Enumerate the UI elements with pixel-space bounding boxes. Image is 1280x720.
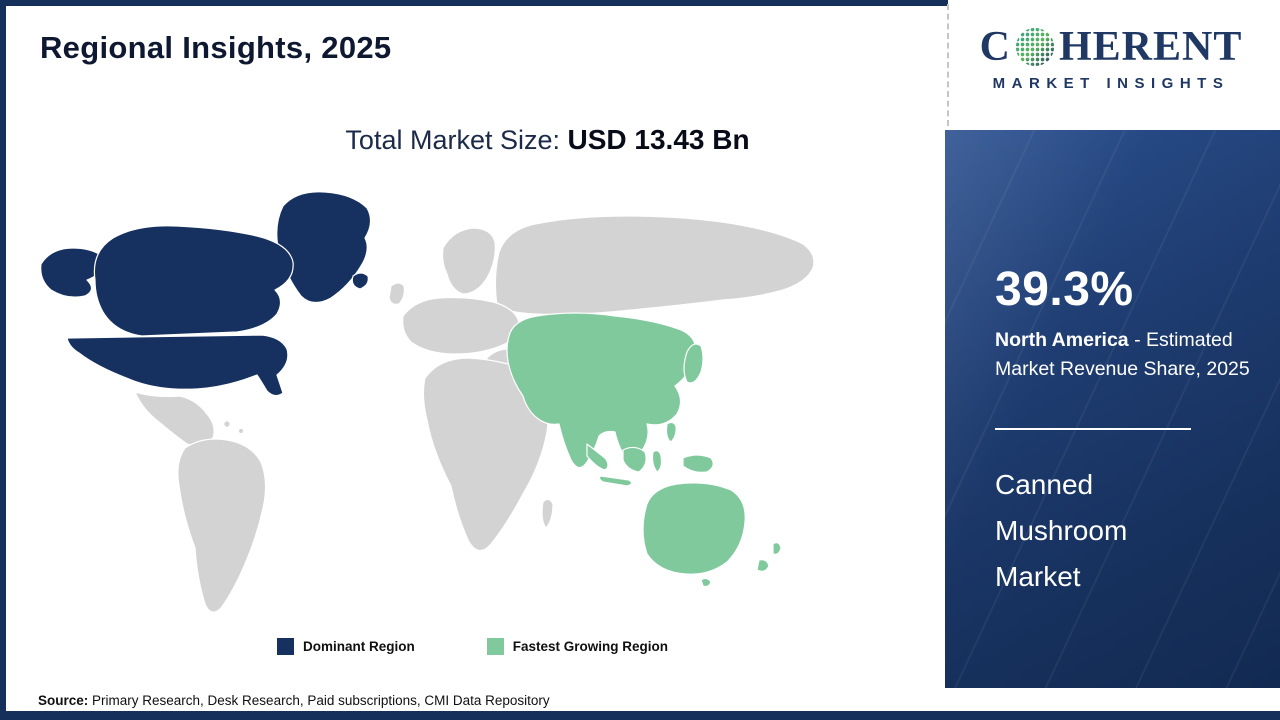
region-usa bbox=[66, 334, 289, 397]
region-madagascar bbox=[541, 498, 554, 529]
region-caribbean-2 bbox=[237, 427, 245, 435]
source-text: Primary Research, Desk Research, Paid su… bbox=[88, 693, 550, 708]
region-scandinavia bbox=[441, 227, 496, 295]
region-alaska bbox=[40, 247, 108, 298]
market-size-subtitle: Total Market Size: USD 13.43 Bn bbox=[75, 124, 1020, 156]
region-new-zealand-south bbox=[756, 559, 770, 572]
legend-item-dominant: Dominant Region bbox=[276, 638, 415, 655]
region-sulawesi bbox=[651, 450, 663, 473]
region-java bbox=[598, 475, 633, 487]
world-map bbox=[40, 191, 815, 613]
map-legend: Dominant Region Fastest Growing Region bbox=[0, 638, 945, 655]
region-canada bbox=[93, 225, 294, 337]
globe-icon bbox=[1015, 27, 1055, 67]
legend-swatch-fastest-growing bbox=[486, 638, 504, 655]
border-top bbox=[0, 0, 948, 6]
share-description-text: - Estimated Market Revenue Share, 2025 bbox=[995, 329, 1250, 380]
header-divider bbox=[947, 4, 949, 126]
region-new-zealand-north bbox=[772, 542, 782, 555]
region-russia bbox=[494, 215, 815, 316]
market-share-description: North America - Estimated Market Revenue… bbox=[995, 326, 1267, 384]
page-title: Regional Insights, 2025 bbox=[40, 30, 392, 65]
market-share-value: 39.3% bbox=[995, 263, 1134, 316]
region-central-america bbox=[134, 391, 215, 446]
market-size-label: Total Market Size: bbox=[345, 125, 568, 155]
region-sumatra bbox=[586, 443, 609, 471]
border-bottom bbox=[0, 711, 1280, 720]
market-name: Canned Mushroom Market bbox=[995, 469, 1128, 592]
region-uk bbox=[388, 282, 406, 305]
region-caribbean-1 bbox=[223, 420, 231, 428]
world-map-container bbox=[35, 186, 825, 626]
legend-item-fastest-growing: Fastest Growing Region bbox=[486, 638, 668, 655]
region-borneo bbox=[622, 446, 647, 473]
legend-label-fastest-growing: Fastest Growing Region bbox=[512, 639, 668, 654]
source-note: Source: Primary Research, Desk Research,… bbox=[38, 693, 550, 708]
region-japan bbox=[683, 343, 704, 384]
legend-label-dominant: Dominant Region bbox=[302, 639, 415, 654]
legend-swatch-dominant bbox=[276, 638, 294, 655]
region-south-america bbox=[177, 438, 267, 613]
region-australia bbox=[642, 482, 746, 575]
logo-letter-c: C bbox=[979, 24, 1011, 70]
border-left bbox=[0, 0, 6, 720]
source-label: Source: bbox=[38, 693, 89, 708]
region-name: North America bbox=[995, 329, 1129, 351]
region-philippines bbox=[665, 421, 677, 443]
region-new-guinea bbox=[682, 454, 714, 473]
divider-rule bbox=[995, 428, 1191, 430]
stats-sidebar: 39.3% North America - Estimated Market R… bbox=[945, 130, 1280, 688]
region-tasmania bbox=[700, 577, 712, 588]
logo-tagline: MARKET INSIGHTS bbox=[992, 75, 1230, 92]
logo-wordmark: C HERENT bbox=[952, 26, 1270, 68]
market-size-value: USD 13.43 Bn bbox=[567, 124, 750, 155]
coherent-logo: C HERENT bbox=[952, 26, 1270, 92]
region-europe bbox=[402, 296, 520, 355]
region-iceland bbox=[351, 272, 369, 290]
logo-letters-herent: HERENT bbox=[1058, 24, 1243, 70]
